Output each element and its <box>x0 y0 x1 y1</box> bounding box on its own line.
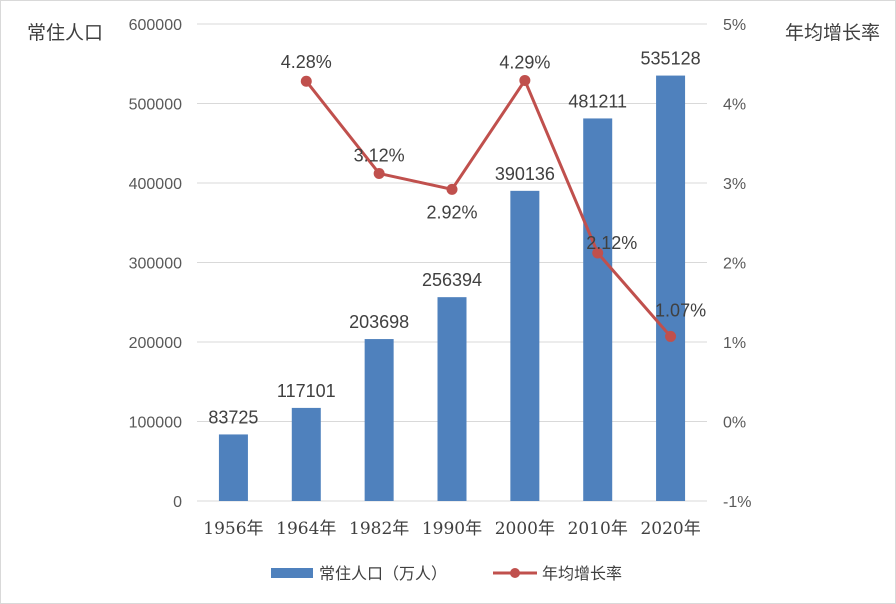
line-point <box>519 74 531 86</box>
data-labels: 83725 117101 203698 256394 390136 481211 53512… <box>208 49 706 428</box>
bar <box>218 434 248 501</box>
left-tick-label: 600000 <box>129 17 182 34</box>
x-tick-label: 2020年 <box>640 519 700 539</box>
x-tick-label: 1956年 <box>203 519 263 539</box>
line-point <box>665 330 677 342</box>
growth-rate-line <box>300 74 677 342</box>
series-line <box>305 77 672 338</box>
x-tick-label: 1964年 <box>276 519 336 539</box>
line-value-label: 2.92% <box>426 202 477 222</box>
bar-value-label: 535128 <box>641 49 701 69</box>
axes: 0 100000 200000 300000 400000 500000 600000 -1%… <box>129 17 752 539</box>
x-tick-label: 1990年 <box>422 519 482 539</box>
left-tick-label: 400000 <box>129 176 182 193</box>
line-point <box>446 183 458 195</box>
bar <box>583 118 613 501</box>
legend-line-label: 年均增长率 <box>542 564 622 583</box>
bar-value-label: 256394 <box>422 270 482 290</box>
right-tick-label: 1% <box>723 335 746 352</box>
line-value-label: 3.12% <box>354 145 405 165</box>
left-tick-label: 300000 <box>129 256 182 273</box>
x-tick-label: 2000年 <box>495 519 555 539</box>
bar-value-label: 481211 <box>568 91 627 111</box>
line-value-label: 1.07% <box>655 300 706 320</box>
line-point <box>373 167 385 179</box>
right-tick-label: 5% <box>723 17 746 34</box>
left-tick-label: 0 <box>173 494 182 511</box>
bar <box>510 190 540 502</box>
line-value-label: 4.28% <box>281 52 332 72</box>
legend-bar-swatch <box>271 568 313 578</box>
line-value-label: 4.29% <box>499 52 550 72</box>
right-tick-label: 0% <box>723 415 746 432</box>
bar-value-label: 203698 <box>349 312 409 332</box>
bars <box>218 75 686 502</box>
legend-line-marker <box>510 568 520 578</box>
x-tick-label: 1982年 <box>349 519 409 539</box>
bar <box>364 339 394 501</box>
right-axis-title: 年均增长率 <box>785 22 880 44</box>
right-tick-label: 2% <box>723 256 746 273</box>
legend: 常住人口（万人） 年均增长率 <box>271 564 622 583</box>
legend-bar-label: 常住人口（万人） <box>319 564 447 583</box>
bar-value-label: 390136 <box>495 164 555 184</box>
right-tick-label: 3% <box>723 176 746 193</box>
bar-value-label: 117101 <box>277 381 336 401</box>
line-value-label: 2.12% <box>586 233 637 253</box>
bar-value-label: 83725 <box>208 407 258 427</box>
bar <box>656 75 686 501</box>
bar <box>437 297 467 501</box>
line-point <box>300 75 312 87</box>
right-tick-label: 4% <box>723 97 746 114</box>
left-tick-label: 500000 <box>129 97 182 114</box>
left-axis-title: 常住人口 <box>27 22 103 44</box>
line-point <box>592 247 604 259</box>
bar <box>291 407 321 501</box>
right-tick-label: -1% <box>723 494 751 511</box>
left-tick-label: 100000 <box>129 415 182 432</box>
x-tick-label: 2010年 <box>568 519 628 539</box>
left-tick-label: 200000 <box>129 335 182 352</box>
